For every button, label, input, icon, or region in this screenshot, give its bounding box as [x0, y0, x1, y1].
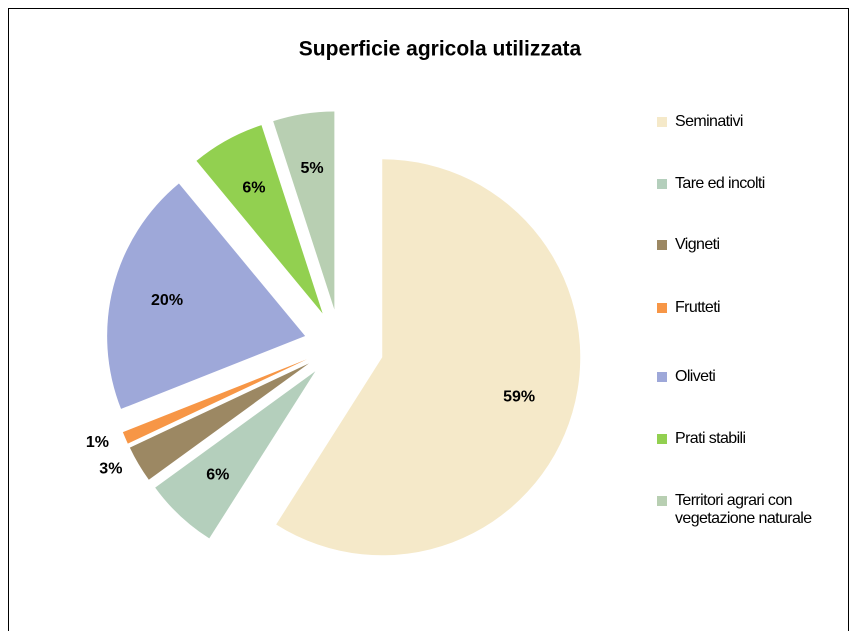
data-label: 6%	[242, 180, 265, 197]
legend-label: Frutteti	[675, 299, 721, 316]
legend-label: Vigneti	[675, 236, 720, 253]
legend-swatch	[657, 434, 667, 444]
pie-slice	[276, 159, 581, 556]
pie-slice	[196, 125, 323, 314]
data-label: 3%	[99, 460, 122, 477]
legend-swatch	[657, 240, 667, 250]
legend-item: Prati stabili	[657, 430, 835, 448]
data-label: 1%	[86, 434, 109, 451]
pie-slice	[107, 183, 306, 409]
chart-title: Superficie agricola utilizzata	[299, 38, 582, 61]
data-label: 59%	[503, 388, 535, 405]
legend-label: Oliveti	[675, 368, 716, 385]
legend-label: Tare ed incolti	[675, 175, 765, 192]
legend-swatch	[657, 179, 667, 189]
legend-swatch	[657, 496, 667, 506]
legend-swatch	[657, 117, 667, 127]
legend-swatch	[657, 372, 667, 382]
legend-item: Frutteti	[657, 299, 835, 317]
legend-label: Territori agrari con vegetazione natural…	[675, 492, 812, 527]
pie-slice	[273, 111, 335, 310]
legend-label: Prati stabili	[675, 430, 746, 447]
pie-slice	[122, 359, 307, 444]
data-label: 20%	[151, 292, 183, 309]
legend-item: Tare ed incolti	[657, 175, 835, 193]
legend-swatch	[657, 303, 667, 313]
data-label: 6%	[206, 466, 229, 483]
legend-item: Territori agrari con vegetazione natural…	[657, 492, 835, 528]
pie-slice	[129, 363, 310, 480]
legend-item: Vigneti	[657, 236, 835, 254]
legend-item: Seminativi	[657, 113, 835, 131]
legend-label: Seminativi	[675, 113, 743, 130]
pie-slice	[155, 371, 316, 539]
legend-item: Oliveti	[657, 368, 835, 386]
data-label: 5%	[301, 160, 324, 177]
